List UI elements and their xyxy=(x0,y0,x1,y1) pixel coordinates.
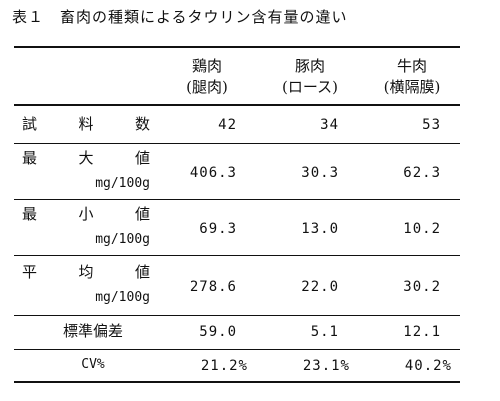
row-label-max: 最 大 値 xyxy=(22,149,150,167)
value-cell: 62.3 xyxy=(403,165,441,181)
row-label-char: 小 xyxy=(78,205,94,223)
value-cell: 12.1 xyxy=(403,324,441,340)
value-cell: 278.6 xyxy=(189,279,237,295)
row-label-char: 最 xyxy=(22,149,38,167)
row-label-char: 料 xyxy=(78,115,94,133)
row-label-sample-count: 試 料 数 xyxy=(22,115,150,133)
row-label-char: 平 xyxy=(22,263,38,281)
column-header-chicken-part: (腿肉) xyxy=(186,78,228,96)
table-bottom-rule xyxy=(14,381,460,383)
row-unit: mg/100g xyxy=(95,176,150,191)
table-top-rule xyxy=(14,46,460,48)
value-cell: 13.0 xyxy=(301,221,339,237)
column-header-beef-part: (横隔膜) xyxy=(383,78,441,96)
row-unit: mg/100g xyxy=(95,290,150,305)
row-label-mean: 平 均 値 xyxy=(22,263,150,281)
table-caption: 表１ 畜肉の種類によるタウリン含有量の違い xyxy=(12,8,348,26)
row-divider xyxy=(14,143,460,144)
value-cell: 22.0 xyxy=(301,279,339,295)
row-label-char: 均 xyxy=(78,263,94,281)
value-cell: 5.1 xyxy=(310,324,339,340)
value-cell: 34 xyxy=(320,117,339,133)
column-header-pork: 豚肉 xyxy=(294,57,325,75)
value-cell: 59.0 xyxy=(199,324,237,340)
value-cell: 42 xyxy=(218,117,237,133)
value-cell: 21.2% xyxy=(200,358,248,374)
row-label-char: 最 xyxy=(22,205,38,223)
row-label-char: 値 xyxy=(134,263,150,281)
row-label-char: 値 xyxy=(134,205,150,223)
value-cell: 53 xyxy=(422,117,441,133)
value-cell: 69.3 xyxy=(199,221,237,237)
value-cell: 406.3 xyxy=(189,165,237,181)
column-header-pork-part: (ロース) xyxy=(282,78,338,96)
row-unit: mg/100g xyxy=(95,232,150,247)
column-header-beef: 牛肉 xyxy=(396,57,427,75)
row-divider xyxy=(14,199,460,200)
value-cell: 30.2 xyxy=(403,279,441,295)
value-cell: 40.2% xyxy=(404,358,452,374)
row-divider xyxy=(14,315,460,316)
value-cell: 10.2 xyxy=(403,221,441,237)
row-label-cv: CV% xyxy=(81,357,105,372)
row-label-min: 最 小 値 xyxy=(22,205,150,223)
row-label-char: 大 xyxy=(78,149,94,167)
row-label-std-dev: 標準偏差 xyxy=(62,322,123,340)
row-label-char: 値 xyxy=(134,149,150,167)
value-cell: 30.3 xyxy=(301,165,339,181)
header-rule xyxy=(14,104,460,106)
value-cell: 23.1% xyxy=(302,358,350,374)
row-label-char: 数 xyxy=(134,115,150,133)
row-divider xyxy=(14,349,460,350)
column-header-chicken: 鶏肉 xyxy=(191,57,222,75)
row-divider xyxy=(14,255,460,256)
row-label-char: 試 xyxy=(22,115,38,133)
